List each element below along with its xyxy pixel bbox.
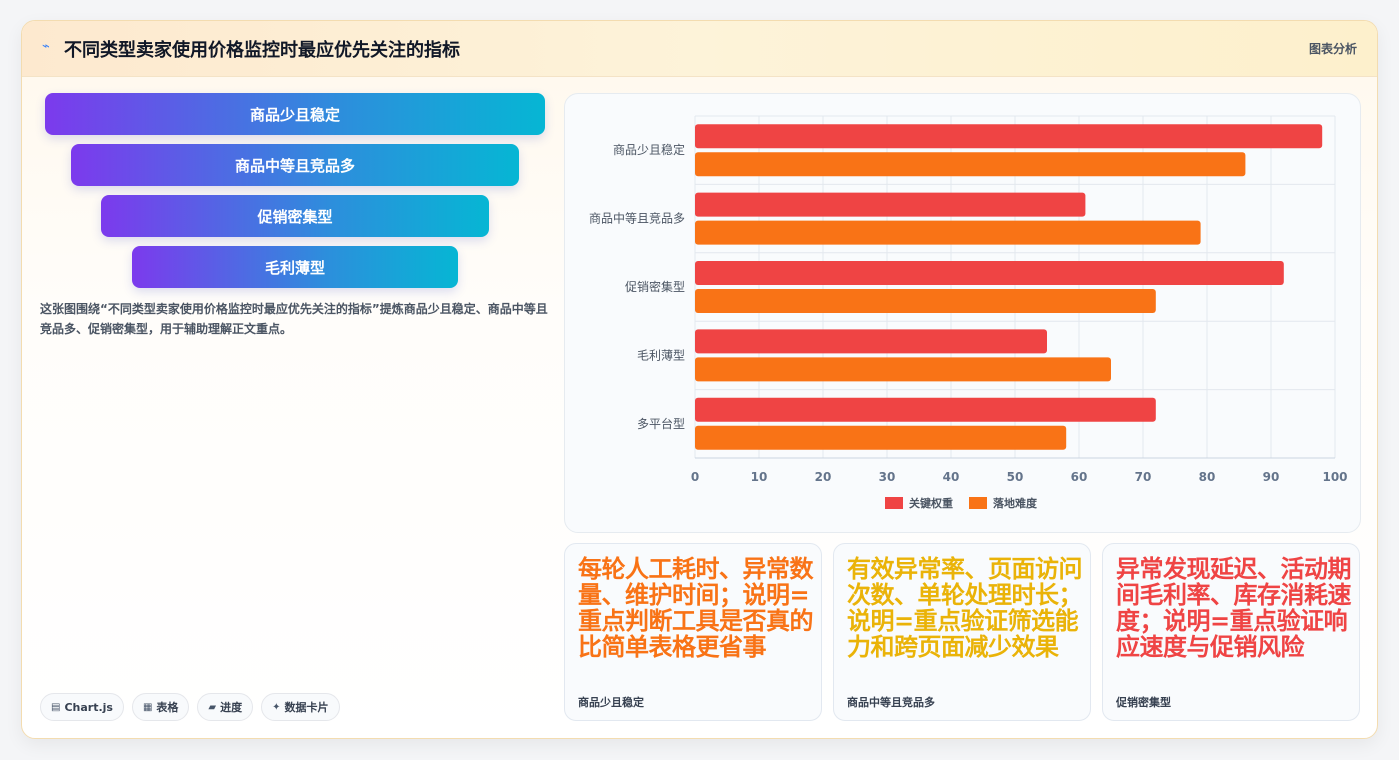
- funnel-item-3: 促销密集型: [101, 195, 489, 237]
- funnel-item-2: 商品中等且竞品多: [71, 144, 519, 186]
- chip-label: 进度: [220, 701, 243, 714]
- x-tick-label: 10: [751, 470, 768, 484]
- x-tick-label: 20: [815, 470, 832, 484]
- page-title: 不同类型卖家使用价格监控时最应优先关注的指标: [64, 40, 460, 61]
- y-tick-label: 促销密集型: [625, 279, 685, 294]
- x-tick-label: 90: [1263, 470, 1280, 484]
- x-tick-label: 80: [1199, 470, 1216, 484]
- legend-label: 落地难度: [993, 496, 1038, 510]
- sparkle-icon: ✦: [272, 701, 281, 713]
- progress-chip[interactable]: ▰ 进度: [197, 693, 254, 721]
- bar-key-weight: [695, 124, 1323, 149]
- trend-icon: ⌁: [42, 39, 50, 54]
- bar-key-weight: [695, 397, 1156, 422]
- kpi-label: 促销密集型: [1116, 696, 1171, 709]
- chart-icon: ▤: [51, 701, 61, 713]
- funnel-label: 商品中等且竞品多: [234, 156, 355, 175]
- bar-difficulty: [695, 425, 1067, 450]
- main-card: ⌁ 不同类型卖家使用价格监控时最应优先关注的指标 图表分析 商品少且稳定 商品中…: [21, 20, 1378, 739]
- funnel-label: 商品少且稳定: [249, 105, 340, 124]
- bar-key-weight: [695, 192, 1086, 217]
- legend-swatch: [885, 497, 903, 509]
- y-tick-label: 毛利薄型: [637, 347, 685, 362]
- progress-icon: ▰: [208, 701, 217, 713]
- bar-key-weight: [695, 329, 1047, 354]
- x-tick-label: 50: [1007, 470, 1024, 484]
- bar-chart: 0 10 20 30 40 50 60 70 80 90 100 商品少且稳定商品中等且竞品多促销密集…: [589, 115, 1348, 510]
- kpi-value: 异常发现延迟、活动期间毛利率、库存消耗速度；说明=重点验证响应速度与促销风险: [1116, 555, 1352, 661]
- bar-difficulty: [695, 152, 1246, 177]
- funnel-label: 促销密集型: [257, 207, 333, 226]
- kpi-label: 商品少且稳定: [578, 696, 644, 709]
- funnel-label: 毛利薄型: [264, 258, 325, 277]
- kpi-card-2: 有效异常率、页面访问次数、单轮处理时长；说明=重点验证筛选能力和跨页面减少效果 …: [833, 543, 1091, 721]
- bar-difficulty: [695, 220, 1201, 245]
- chart-panel: 0 10 20 30 40 50 60 70 80 90 100 商品少且稳定商品中等且竞品多促销密集…: [564, 93, 1361, 533]
- x-tick-label: 70: [1135, 470, 1152, 484]
- table-chip[interactable]: ▦ 表格: [131, 693, 190, 721]
- y-tick-label: 商品中等且竞品多: [589, 211, 685, 226]
- chart-analysis-tag: 图表分析: [1308, 42, 1357, 56]
- legend-swatch: [969, 497, 987, 509]
- x-tick-label: 0: [691, 470, 699, 484]
- kpi-card-1: 每轮人工耗时、异常数量、维护时间；说明=重点判断工具是否真的比简单表格更省事 商…: [564, 543, 822, 721]
- legend-label: 关键权重: [909, 496, 953, 510]
- tool-chips: ▤ Chart.js ▦ 表格 ▰ 进度 ✦ 数据卡片: [40, 693, 340, 721]
- kpi-value: 每轮人工耗时、异常数量、维护时间；说明=重点判断工具是否真的比简单表格更省事: [578, 555, 814, 661]
- chip-label: 表格: [156, 701, 179, 714]
- kpi-value: 有效异常率、页面访问次数、单轮处理时长；说明=重点验证筛选能力和跨页面减少效果: [847, 555, 1083, 661]
- bar-key-weight: [695, 261, 1284, 285]
- description: 这张图围绕“不同类型卖家使用价格监控时最应优先关注的指标”提炼商品少且稳定、商品…: [40, 302, 548, 336]
- x-tick-label: 100: [1322, 470, 1347, 484]
- x-tick-label: 40: [943, 470, 960, 484]
- kpi-label: 商品中等且竞品多: [847, 696, 935, 709]
- chip-label: Chart.js: [64, 700, 113, 714]
- x-tick-label: 30: [879, 470, 896, 484]
- kpi-card-3: 异常发现延迟、活动期间毛利率、库存消耗速度；说明=重点验证响应速度与促销风险 促…: [1102, 543, 1360, 721]
- chartjs-chip[interactable]: ▤ Chart.js: [40, 693, 124, 721]
- x-tick-label: 60: [1071, 470, 1088, 484]
- bar-difficulty: [695, 357, 1111, 382]
- data-card-chip[interactable]: ✦ 数据卡片: [261, 693, 340, 721]
- y-tick-label: 商品少且稳定: [613, 142, 685, 157]
- header: ⌁ 不同类型卖家使用价格监控时最应优先关注的指标 图表分析: [22, 21, 1377, 77]
- table-icon: ▦: [142, 701, 153, 713]
- funnel-item-1: 商品少且稳定: [45, 93, 545, 135]
- chip-label: 数据卡片: [284, 701, 329, 714]
- funnel-item-4: 毛利薄型: [132, 246, 458, 288]
- bar-difficulty: [695, 289, 1156, 313]
- y-tick-label: 多平台型: [637, 416, 685, 431]
